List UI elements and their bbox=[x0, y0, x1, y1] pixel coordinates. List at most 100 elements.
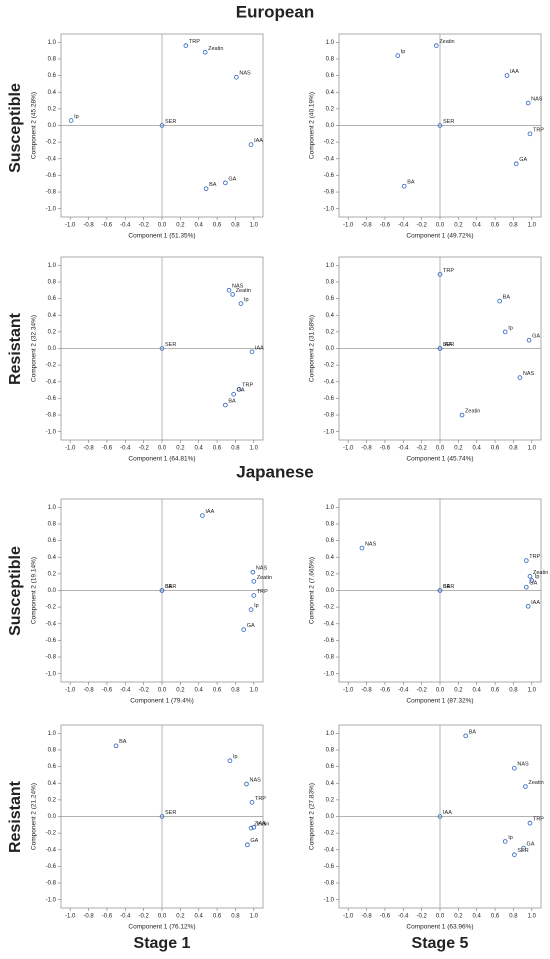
x-tick-label: -0.8 bbox=[83, 688, 94, 694]
point bbox=[202, 49, 208, 55]
y-tick-label: -0.4 bbox=[324, 847, 335, 853]
y-tick-label: -0.4 bbox=[324, 156, 335, 162]
x-tick-label: 0.2 bbox=[176, 223, 185, 229]
y-tick-label: -1.0 bbox=[46, 671, 57, 677]
point bbox=[523, 558, 529, 563]
y-tick-label: 0.8 bbox=[326, 57, 335, 63]
x-tick-label: 0.6 bbox=[491, 223, 500, 229]
x-tick-label: -0.4 bbox=[398, 914, 409, 920]
y-tick-label: -0.8 bbox=[324, 881, 335, 887]
point-label: GA bbox=[519, 157, 527, 163]
point-label: Ip bbox=[74, 114, 79, 120]
x-tick-label: -0.2 bbox=[416, 914, 427, 920]
x-tick-label: 0.2 bbox=[454, 223, 463, 229]
point-label: IAA bbox=[443, 810, 452, 816]
x-tick-label: 0.2 bbox=[176, 688, 185, 694]
point bbox=[234, 74, 239, 80]
x-tick-label: -0.6 bbox=[102, 446, 113, 452]
x-tick-label: 0.8 bbox=[509, 688, 518, 694]
x-tick-label: 1.0 bbox=[250, 688, 259, 694]
y-tick-label: -0.6 bbox=[324, 638, 335, 644]
y-axis-title: Component 2 (21.24%) bbox=[31, 783, 38, 850]
point-label: TRP bbox=[189, 39, 200, 45]
point-label: IAA bbox=[205, 509, 214, 515]
point bbox=[241, 627, 247, 632]
point-label: GA bbox=[527, 842, 535, 848]
y-axis-title: Component 2 (32.34%) bbox=[31, 315, 38, 382]
x-axis-title: Component 1 (51.35%) bbox=[128, 233, 195, 240]
x-tick-label: 1.0 bbox=[250, 914, 259, 920]
y-tick-label: -0.8 bbox=[324, 190, 335, 196]
point bbox=[249, 349, 255, 355]
point-label: Zeatin bbox=[533, 570, 548, 576]
point bbox=[523, 584, 529, 590]
row-label: Susceptible bbox=[7, 83, 24, 173]
point-label: Zeatin bbox=[208, 46, 223, 52]
x-tick-label: -0.8 bbox=[361, 223, 372, 229]
y-tick-label: -0.8 bbox=[324, 413, 335, 419]
x-tick-label: -0.4 bbox=[120, 688, 131, 694]
x-tick-label: -0.2 bbox=[138, 688, 149, 694]
y-tick-label: 0.6 bbox=[326, 73, 335, 79]
point-label: IAA bbox=[443, 342, 452, 348]
point bbox=[68, 118, 74, 123]
point-label: NAS bbox=[249, 778, 261, 784]
y-tick-label: -0.4 bbox=[324, 621, 335, 627]
y-axis-title: Component 2 (27.83%) bbox=[309, 783, 316, 850]
point bbox=[159, 123, 165, 128]
point-label: SER bbox=[165, 584, 176, 590]
y-tick-label: 1.0 bbox=[326, 263, 335, 269]
y-tick-label: -0.2 bbox=[46, 831, 57, 837]
x-tick-label: 1.0 bbox=[528, 914, 537, 920]
y-tick-label: 0.8 bbox=[48, 57, 57, 63]
x-tick-label: 0.4 bbox=[195, 688, 204, 694]
point bbox=[529, 578, 535, 583]
y-tick-label: 0.2 bbox=[326, 797, 335, 803]
y-tick-label: 1.0 bbox=[326, 505, 335, 511]
x-tick-label: -1.0 bbox=[343, 688, 354, 694]
y-tick-label: -0.8 bbox=[46, 413, 57, 419]
point bbox=[159, 814, 165, 819]
point-label: Ip bbox=[254, 603, 259, 609]
y-tick-label: -0.6 bbox=[324, 173, 335, 179]
y-tick-label: 0.6 bbox=[326, 296, 335, 302]
y-tick-label: 0.2 bbox=[48, 571, 57, 577]
y-tick-label: 1.0 bbox=[48, 263, 57, 269]
y-tick-label: 0.4 bbox=[48, 90, 57, 96]
point bbox=[223, 402, 228, 408]
y-tick-label: -0.2 bbox=[46, 605, 57, 611]
x-tick-label: -0.8 bbox=[361, 688, 372, 694]
y-tick-label: 1.0 bbox=[48, 731, 57, 737]
point bbox=[521, 845, 526, 851]
y-tick-label: 0.8 bbox=[48, 748, 57, 754]
point bbox=[401, 183, 407, 189]
point bbox=[525, 603, 531, 609]
x-tick-label: 0.0 bbox=[158, 688, 167, 694]
point-label: Zeatin bbox=[257, 575, 272, 581]
y-axis-title: Component 2 (40.19%) bbox=[309, 92, 316, 159]
point bbox=[231, 391, 236, 397]
point-label: BA bbox=[503, 295, 511, 301]
point bbox=[463, 733, 469, 739]
point-label: SER bbox=[517, 848, 528, 854]
y-tick-label: -0.2 bbox=[324, 831, 335, 837]
y-tick-label: -0.2 bbox=[324, 363, 335, 369]
x-tick-label: -0.2 bbox=[416, 688, 427, 694]
y-tick-label: 0.6 bbox=[48, 296, 57, 302]
x-tick-label: -1.0 bbox=[343, 223, 354, 229]
y-tick-label: -1.0 bbox=[46, 429, 57, 435]
point-label: SER bbox=[443, 342, 454, 348]
point bbox=[504, 73, 510, 78]
x-tick-label: 0.4 bbox=[195, 914, 204, 920]
row-label: Resistant bbox=[7, 780, 24, 853]
point-label: SER bbox=[165, 342, 176, 348]
x-tick-label: 0.6 bbox=[213, 223, 222, 229]
x-tick-label: 0.4 bbox=[473, 446, 482, 452]
point-label: Ip bbox=[508, 325, 513, 331]
point-label: TRP bbox=[242, 383, 253, 389]
point bbox=[248, 142, 254, 147]
point bbox=[230, 292, 236, 297]
point-label: IAA bbox=[255, 345, 264, 351]
point-label: Ip bbox=[233, 754, 238, 760]
x-axis-title: Component 1 (45.74%) bbox=[406, 456, 473, 463]
